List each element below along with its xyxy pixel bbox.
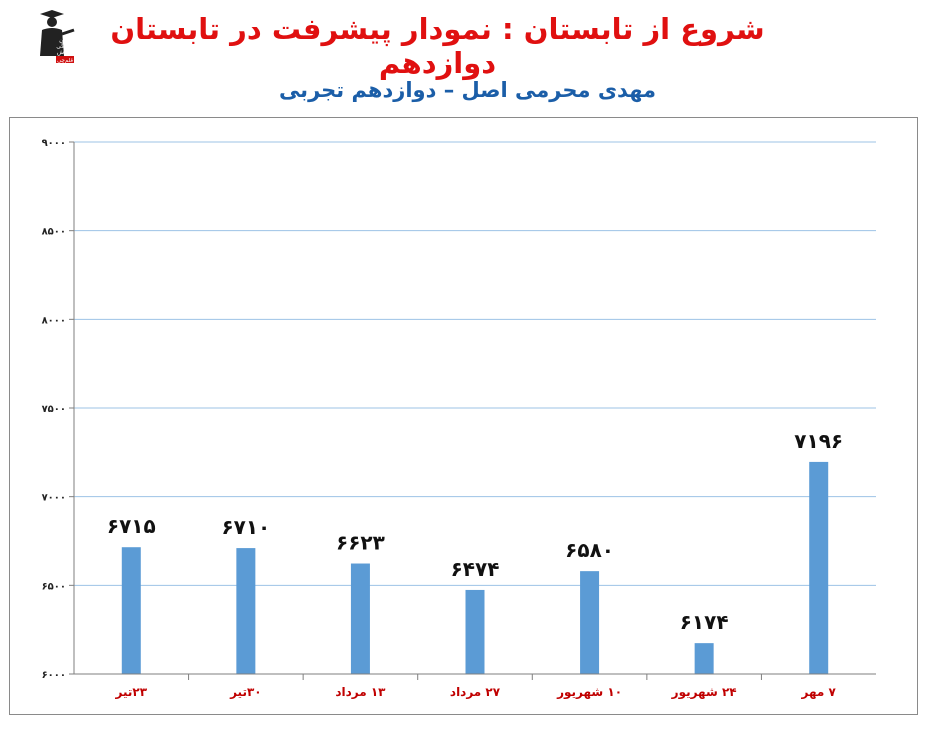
logo-text-2: فرهنگی [56, 42, 76, 50]
y-tick-label: ۶۰۰۰ [42, 670, 66, 681]
data-label: ۶۶۲۳ [336, 531, 385, 555]
y-tick-label: ۷۰۰۰ [42, 493, 66, 504]
x-tick-label: ۳۰تیر [229, 685, 262, 699]
y-tick-label: ۹۰۰۰ [42, 138, 66, 149]
graduate-figure-logo-icon: کانون فرهنگی آموزش قلم‌چی [28, 10, 76, 64]
x-tick-label: ۷ مهر [801, 685, 837, 699]
data-label: ۷۱۹۶ [794, 429, 843, 453]
x-tick-label: ۲۷ مرداد [450, 685, 501, 699]
data-label: ۶۷۱۵ [107, 514, 156, 538]
bar [580, 571, 600, 674]
logo-text-3: آموزش [57, 47, 76, 56]
page-title: شروع از تابستان : نمودار پیشرفت در تابست… [110, 12, 765, 80]
y-tick-label: ۸۵۰۰ [42, 227, 66, 238]
logo: کانون فرهنگی آموزش قلم‌چی [22, 8, 76, 64]
data-label: ۶۱۷۴ [680, 610, 729, 634]
y-tick-label: ۶۵۰۰ [42, 581, 66, 592]
logo-text-4: قلم‌چی [57, 58, 73, 64]
page-subtitle: مهدی محرمی اصل – دوازدهم تجربی [278, 78, 657, 102]
bar [465, 589, 485, 674]
bar [350, 563, 370, 674]
chart-area: ۶۰۰۰ ۶۵۰۰ ۷۰۰۰ ۷۵۰۰ ۸۰۰۰ ۸۵۰۰ ۹۰۰۰ ۶۷۱۵ ۲۳تیر ۶۷۱… [9, 117, 918, 715]
bar [236, 548, 256, 674]
data-label: ۶۵۸۰ [565, 538, 614, 562]
bar [121, 547, 141, 674]
x-tick-label: ۲۴ شهریور [671, 685, 737, 700]
x-tick-label: ۲۳تیر [115, 685, 148, 699]
x-tick-label: ۱۰ شهریور [556, 685, 622, 700]
logo-text-1: کانون [59, 37, 73, 44]
bar [809, 461, 829, 674]
x-tick-label: ۱۳ مرداد [335, 685, 386, 699]
bar [694, 643, 714, 674]
data-label: ۶۷۱۰ [221, 515, 270, 539]
y-tick-label: ۷۵۰۰ [42, 404, 66, 415]
bar-chart: ۶۰۰۰ ۶۵۰۰ ۷۰۰۰ ۷۵۰۰ ۸۰۰۰ ۸۵۰۰ ۹۰۰۰ ۶۷۱۵ ۲۳تیر ۶۷۱… [42, 138, 876, 700]
data-label: ۶۴۷۴ [451, 557, 500, 581]
y-tick-label: ۸۰۰۰ [42, 315, 66, 326]
